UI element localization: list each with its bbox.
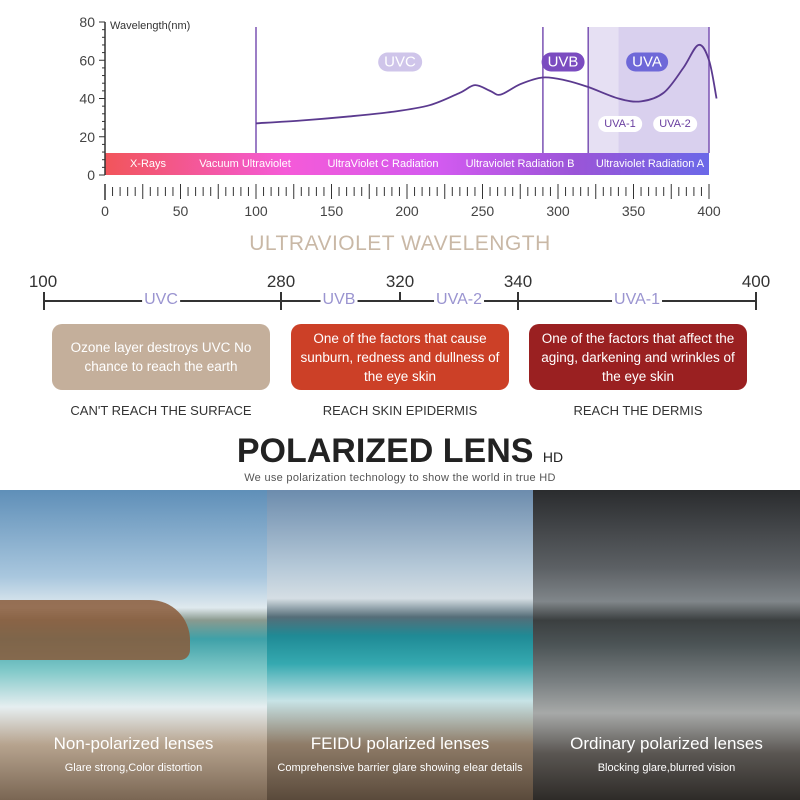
uva2-label: UVA-2 [653, 116, 697, 132]
lens-title: POLARIZED LENS HD [0, 432, 800, 471]
uva1-label: UVA-1 [598, 116, 642, 132]
uvb-label: UVB [541, 52, 585, 72]
y-tick-label: 0 [87, 167, 95, 183]
photo-feidu-polarized: FEIDU polarized lenses Comprehensive bar… [267, 490, 533, 800]
scale-label-uvc: UVC [142, 291, 180, 309]
uv-scale-title: ULTRAVIOLET WAVELENGTH [249, 232, 551, 255]
scale-label-uvb: UVB [320, 291, 358, 309]
lens-title-text: POLARIZED LENS [236, 432, 534, 470]
scale-number: 340 [503, 272, 533, 291]
x-tick-label: 300 [546, 203, 570, 219]
scale-line [43, 300, 757, 302]
photo-non-polarized: Non-polarized lenses Glare strong,Color … [0, 490, 267, 800]
scale-number: 320 [385, 272, 415, 291]
x-tick-label: 200 [395, 203, 419, 219]
effect-box-uvb: One of the factors that cause sunburn, r… [291, 324, 509, 390]
effect-box-uva: One of the factors that affect the aging… [529, 324, 747, 390]
spectrum-band [105, 153, 709, 175]
scale-tick [517, 292, 519, 310]
panel-desc: Glare strong,Color distortion [64, 762, 203, 774]
y-tick-label: 20 [79, 129, 95, 145]
y-axis-label: Wavelength(nm) [110, 20, 191, 32]
panel-desc: Comprehensive barrier glare showing elea… [277, 762, 523, 774]
scale-number: 400 [741, 272, 771, 291]
effect-caption: REACH SKIN EPIDERMIS [322, 403, 478, 418]
effect-caption: CAN'T REACH THE SURFACE [70, 403, 252, 418]
uvc-label: UVC [378, 52, 422, 72]
band-label: UltraViolet C Radiation [327, 158, 439, 170]
y-tick-label: 80 [79, 14, 95, 30]
panel-name: Ordinary polarized lenses [570, 734, 763, 753]
x-tick-label: 100 [244, 203, 268, 219]
x-tick-label: 0 [101, 203, 109, 219]
scale-tick [755, 292, 757, 310]
scale-tick [43, 292, 45, 310]
band-label: X-Rays [129, 158, 167, 170]
y-tick-label: 60 [79, 52, 95, 68]
scale-label-uva2: UVA-2 [434, 291, 484, 309]
effect-box-uvc: Ozone layer destroys UVC No chance to re… [52, 324, 270, 390]
x-tick-label: 250 [471, 203, 495, 219]
uva-label: UVA [626, 52, 668, 72]
uva1-shade [588, 27, 619, 175]
scale-label-uva1: UVA-1 [612, 291, 662, 309]
spectrum-curve [255, 43, 718, 125]
photo-ordinary-polarized: Ordinary polarized lenses Blocking glare… [533, 490, 800, 800]
scale-number: 280 [266, 272, 296, 291]
lens-subtitle: We use polarization technology to show t… [244, 472, 556, 484]
x-tick-label: 50 [173, 203, 189, 219]
x-tick-label: 350 [622, 203, 646, 219]
x-tick-label: 400 [697, 203, 721, 219]
band-label: Ultraviolet Radiation B [465, 158, 575, 170]
effect-caption: REACH THE DERMIS [573, 403, 703, 418]
rock-shape [0, 600, 190, 660]
y-tick-label: 40 [79, 91, 95, 107]
band-label: Vacuum Ultraviolet [199, 158, 291, 170]
panel-name: FEIDU polarized lenses [310, 734, 490, 753]
band-label: Ultraviolet Radiation A [595, 158, 705, 170]
panel-desc: Blocking glare,blurred vision [597, 762, 736, 774]
scale-tick [399, 292, 401, 301]
lens-title-suffix: HD [542, 449, 564, 465]
scale-tick [280, 292, 282, 310]
uv-spectrum-chart: 0 20 40 60 80 0 50 100 150 200 250 300 350 400 [79, 14, 721, 219]
x-tick-label: 150 [320, 203, 344, 219]
scale-number: 100 [28, 272, 58, 291]
panel-name: Non-polarized lenses [53, 734, 214, 753]
